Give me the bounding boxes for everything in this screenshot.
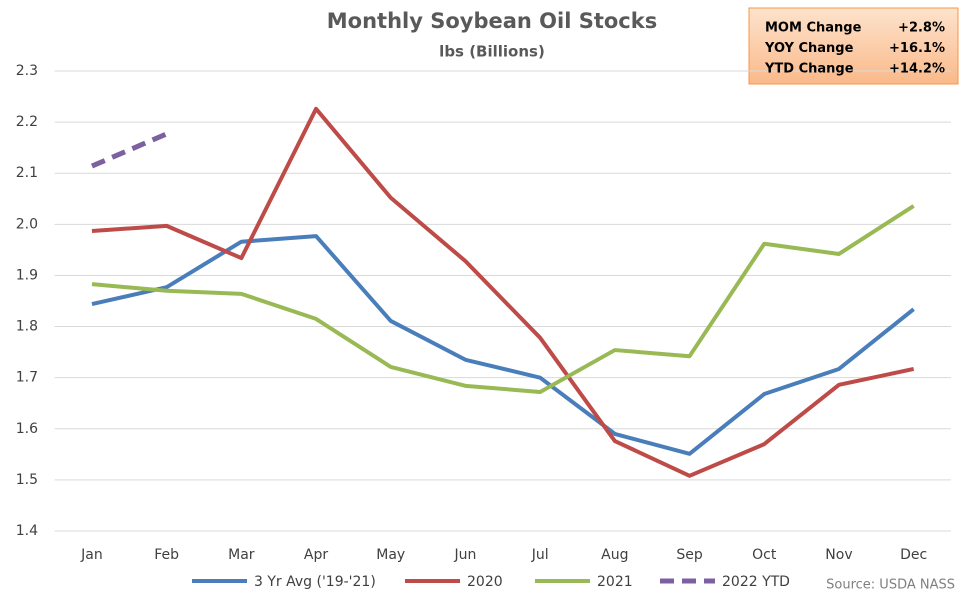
legend-label: 3 Yr Avg ('19-'21) [254, 574, 376, 590]
y-tick-label: 2.0 [16, 216, 38, 232]
summary-value: +16.1% [889, 41, 945, 56]
summary-value: +2.8% [898, 21, 945, 36]
y-tick-label: 1.8 [16, 319, 38, 335]
series-line [91, 204, 915, 394]
x-tick-label: Apr [304, 547, 328, 563]
x-tick-label: Aug [601, 547, 628, 563]
y-tick-label: 1.5 [16, 472, 38, 488]
x-tick-label: Mar [228, 547, 255, 563]
series-line [90, 131, 168, 169]
y-tick-label: 1.4 [16, 523, 38, 539]
series-line [91, 234, 915, 456]
summary-label: YOY Change [764, 41, 854, 56]
y-tick-label: 1.7 [16, 370, 38, 386]
x-tick-label: Jul [531, 547, 549, 563]
y-tick-label: 2.1 [16, 165, 38, 181]
chart-subtitle: lbs (Billions) [439, 43, 545, 61]
y-tick-label: 2.3 [16, 63, 38, 79]
x-tick-label: Feb [154, 547, 179, 563]
x-tick-label: Sep [676, 547, 703, 563]
legend-label: 2021 [597, 574, 633, 590]
x-tick-label: May [376, 547, 405, 563]
x-tick-label: Jan [80, 547, 103, 563]
y-tick-label: 1.9 [16, 267, 38, 283]
x-tick-label: Dec [900, 547, 927, 563]
x-tick-label: Oct [752, 547, 777, 563]
source: Source: USDA NASS [826, 578, 955, 593]
legend-label: 2020 [467, 574, 503, 590]
summary-label: MOM Change [765, 21, 862, 36]
legend-label: 2022 YTD [722, 574, 790, 590]
chart-title: Monthly Soybean Oil Stocks [327, 9, 657, 33]
summary-value: +14.2% [889, 62, 945, 77]
y-tick-label: 1.6 [16, 421, 38, 437]
y-tick-label: 2.2 [16, 114, 38, 130]
series-line [91, 106, 915, 478]
x-tick-label: Jun [454, 547, 477, 563]
summary-label: YTD Change [764, 62, 854, 77]
x-tick-label: Nov [825, 547, 852, 563]
